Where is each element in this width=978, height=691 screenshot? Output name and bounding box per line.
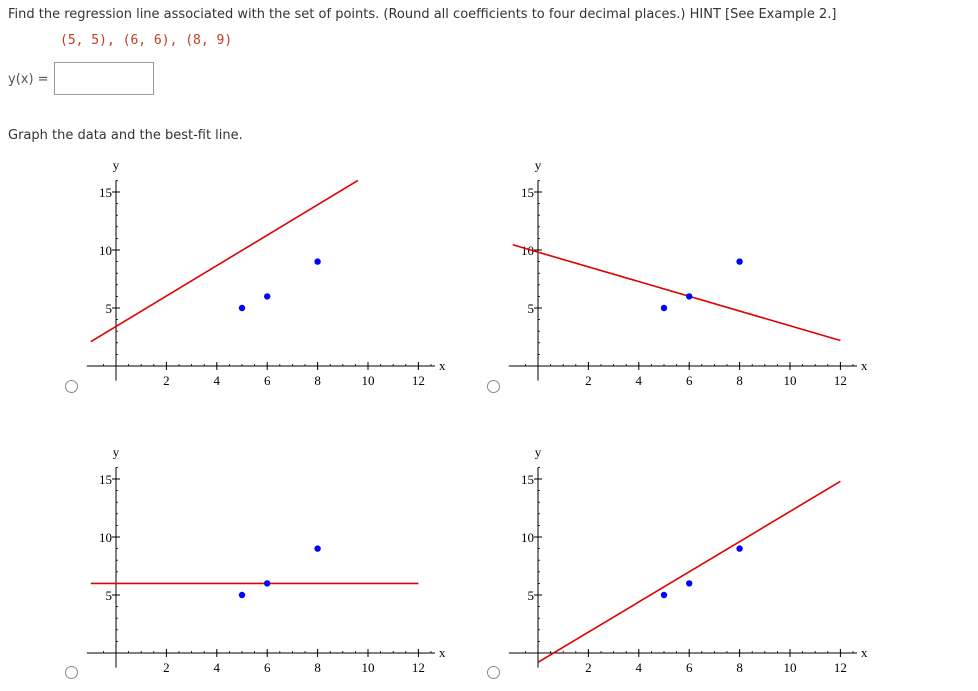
x-tick-label: 6 [264, 373, 271, 388]
x-tick-label: 4 [636, 373, 643, 388]
x-tick-label: 6 [264, 660, 271, 675]
data-point [238, 304, 246, 312]
option-4-radio[interactable] [487, 666, 500, 679]
data-point [314, 258, 321, 265]
x-tick-label: 2 [163, 660, 170, 675]
y-tick-label: 5 [106, 301, 113, 316]
x-tick-label: 12 [412, 660, 425, 675]
y-axis-label: y [113, 157, 120, 172]
y-tick-label: 10 [521, 530, 534, 545]
y-tick-label: 10 [521, 243, 534, 258]
y-tick-label: 10 [99, 243, 112, 258]
option-4-chart: 2 4 6 8 10 12 5 10 15 x y [508, 444, 868, 675]
y-tick-label: 5 [528, 301, 535, 316]
y-tick-label: 10 [99, 530, 112, 545]
answer-label: y(x) = [8, 72, 49, 87]
regression-answer-input[interactable] [54, 62, 154, 95]
x-tick-label: 8 [314, 373, 321, 388]
y-tick-label: 15 [521, 472, 534, 487]
graph-prompt: Graph the data and the best-fit line. [8, 128, 243, 143]
y-tick-label: 15 [99, 472, 112, 487]
x-tick-label: 12 [412, 373, 425, 388]
question-prompt: Find the regression line associated with… [8, 7, 837, 22]
x-axis-label: x [439, 358, 446, 373]
x-tick-label: 4 [214, 660, 221, 675]
option-2-chart: 2 4 6 8 10 12 5 10 15 x y [508, 157, 868, 388]
y-tick-label: 15 [521, 185, 534, 200]
x-tick-label: 10 [784, 373, 797, 388]
y-tick-label: 15 [99, 185, 112, 200]
data-point [686, 580, 693, 587]
x-tick-label: 10 [362, 660, 375, 675]
x-tick-label: 4 [636, 660, 643, 675]
x-tick-label: 8 [736, 373, 743, 388]
option-3-radio[interactable] [65, 666, 78, 679]
option-2-radio[interactable] [487, 380, 500, 393]
x-tick-label: 4 [214, 373, 221, 388]
x-tick-label: 6 [686, 660, 693, 675]
x-tick-label: 8 [736, 660, 743, 675]
option-3-chart: 2 4 6 8 10 12 5 10 15 x y [86, 444, 446, 675]
y-axis-label: y [113, 444, 120, 459]
x-tick-label: 2 [585, 660, 592, 675]
data-point [736, 545, 743, 552]
option-1-radio[interactable] [65, 380, 78, 393]
fit-line [90, 179, 359, 343]
data-point [238, 591, 246, 599]
data-point [660, 304, 668, 312]
x-tick-label: 12 [834, 660, 847, 675]
fit-line [512, 244, 841, 342]
fit-line [537, 480, 841, 663]
x-axis-label: x [861, 358, 868, 373]
option-1-chart: 2 4 6 8 10 12 5 10 15 x y [86, 157, 446, 388]
data-point [314, 545, 321, 552]
y-tick-label: 5 [106, 588, 113, 603]
x-tick-label: 2 [585, 373, 592, 388]
x-tick-label: 10 [362, 373, 375, 388]
data-point [264, 580, 271, 587]
y-axis-label: y [535, 157, 542, 172]
x-axis-label: x [439, 645, 446, 660]
x-tick-label: 6 [686, 373, 693, 388]
x-tick-label: 8 [314, 660, 321, 675]
points-list: (5, 5), (6, 6), (8, 9) [60, 33, 233, 48]
data-point [264, 293, 271, 300]
data-point [736, 258, 743, 265]
y-tick-label: 5 [528, 588, 535, 603]
data-point [660, 591, 668, 599]
y-axis-label: y [535, 444, 542, 459]
x-tick-label: 12 [834, 373, 847, 388]
x-tick-label: 10 [784, 660, 797, 675]
x-tick-label: 2 [163, 373, 170, 388]
data-point [686, 293, 693, 300]
x-axis-label: x [861, 645, 868, 660]
